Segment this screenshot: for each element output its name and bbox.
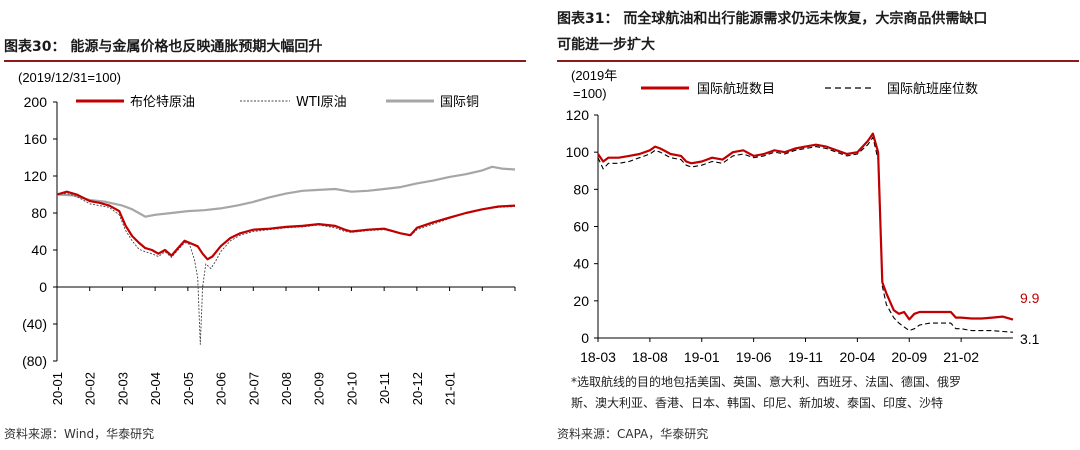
right-note-line2: 斯、澳大利亚、香港、日本、韩国、印尼、新加坡、泰国、印度、沙特 — [571, 396, 944, 410]
left-series-line-2 — [56, 165, 516, 218]
right-ytick-label: 20 — [573, 293, 589, 309]
right-xtick-label: 18-03 — [580, 349, 616, 365]
legend-seats-label: 国际航班座位数 — [887, 81, 978, 97]
legend-brent-label: 布伦特原油 — [130, 95, 195, 110]
left-x-axis: 20-01 20-02 20-03 20-04 20-05 20-06 20-07 20-08… — [50, 286, 516, 405]
right-ytick-label: 0 — [581, 330, 589, 346]
right-xtick-label: 21-02 — [943, 349, 979, 365]
right-chart-title-line2: 可能进一步扩大 — [557, 37, 655, 53]
left-ytick-label: 160 — [24, 131, 48, 147]
right-ytick-label: 80 — [573, 181, 589, 197]
left-xtick-label: 21-01 — [443, 372, 458, 405]
left-chart-svg: (2019/12/31=100) 布伦特原油 WTI原油 国际铜 (80) (40… — [18, 70, 516, 405]
right-xtick-label: 20-09 — [891, 349, 927, 365]
legend-copper-label: 国际铜 — [440, 95, 479, 110]
left-xtick-label: 20-08 — [279, 372, 294, 405]
right-xtick-label: 20-04 — [839, 349, 875, 365]
left-unit-note: (2019/12/31=100) — [18, 70, 121, 85]
left-xtick-label: 20-09 — [312, 372, 327, 405]
left-ytick-label: 0 — [39, 279, 47, 295]
left-series-group — [56, 165, 516, 345]
right-unit-note-line2: =100) — [573, 86, 607, 101]
left-xtick-label: 20-07 — [246, 372, 261, 405]
left-ytick-label: (80) — [22, 353, 47, 369]
right-note-line1: *选取航线的目的地包括美国、英国、意大利、西班牙、法国、德国、俄罗 — [571, 375, 962, 389]
right-xtick-label: 19-11 — [788, 349, 823, 365]
right-series-group — [597, 132, 1014, 333]
left-xtick-label: 20-02 — [83, 372, 98, 405]
left-xtick-label: 20-05 — [181, 372, 196, 405]
left-title-rule — [4, 60, 526, 62]
right-xtick-label: 19-01 — [684, 349, 720, 365]
left-xtick-label: 20-03 — [115, 372, 130, 405]
left-chart-title: 图表30： 能源与金属价格也反映通胀预期大幅回升 — [4, 39, 323, 55]
left-series-line-1 — [56, 193, 516, 345]
left-ytick-label: (40) — [22, 316, 47, 332]
right-chart-panel: 图表31： 而全球航油和出行能源需求仍远未恢复，大宗商品供需缺口 可能进一步扩大… — [553, 0, 1080, 450]
right-legend: 国际航班数目 国际航班座位数 — [641, 81, 978, 97]
right-unit-note-line1: (2019年 — [571, 68, 617, 83]
left-y-axis: (80) (40) 0 40 80 120 160 200 — [22, 94, 58, 369]
left-ytick-label: 80 — [31, 205, 47, 221]
right-ytick-label: 60 — [573, 219, 589, 235]
right-source: 资料来源：CAPA，华泰研究 — [557, 427, 709, 441]
left-xtick-label: 20-12 — [410, 372, 425, 405]
left-ytick-label: 120 — [24, 168, 48, 184]
left-xtick-label: 20-10 — [344, 372, 359, 405]
legend-flights-label: 国际航班数目 — [697, 81, 775, 97]
left-ytick-label: 200 — [24, 94, 48, 110]
left-legend: 布伦特原油 WTI原油 国际铜 — [76, 95, 479, 110]
right-ytick-label: 120 — [566, 107, 590, 123]
right-title-rule — [557, 60, 1079, 62]
flights-end-label: 9.9 — [1020, 290, 1040, 306]
legend-wti-label: WTI原油 — [296, 95, 347, 110]
seats-end-label: 3.1 — [1020, 331, 1040, 347]
left-xtick-label: 20-06 — [214, 372, 229, 405]
right-xtick-label: 18-08 — [632, 349, 668, 365]
left-xtick-label: 20-04 — [148, 372, 163, 405]
left-xtick-label: 20-11 — [377, 372, 392, 404]
right-ytick-label: 100 — [566, 144, 590, 160]
left-source: 资料来源：Wind，华泰研究 — [4, 427, 155, 441]
right-chart-title-line1: 图表31： 而全球航油和出行能源需求仍远未恢复，大宗商品供需缺口 — [557, 11, 988, 27]
right-series-line-0 — [597, 132, 1014, 321]
left-series-line-0 — [56, 190, 516, 261]
right-x-axis: 18-03 18-08 19-01 19-06 19-11 20-04 20-09 21-02 — [580, 337, 1013, 365]
right-ytick-label: 40 — [573, 256, 589, 272]
right-series-line-1 — [597, 136, 1014, 333]
left-xtick-label: 20-01 — [50, 372, 65, 405]
right-y-axis: 0 20 40 60 80 100 120 — [566, 107, 599, 346]
right-xtick-label: 19-06 — [736, 349, 772, 365]
right-chart-svg: (2019年 =100) 国际航班数目 国际航班座位数 0 20 40 60 80 100… — [566, 68, 1040, 365]
left-chart-panel: 图表30： 能源与金属价格也反映通胀预期大幅回升 (2019/12/31=100… — [0, 0, 532, 450]
left-ytick-label: 40 — [31, 242, 47, 258]
